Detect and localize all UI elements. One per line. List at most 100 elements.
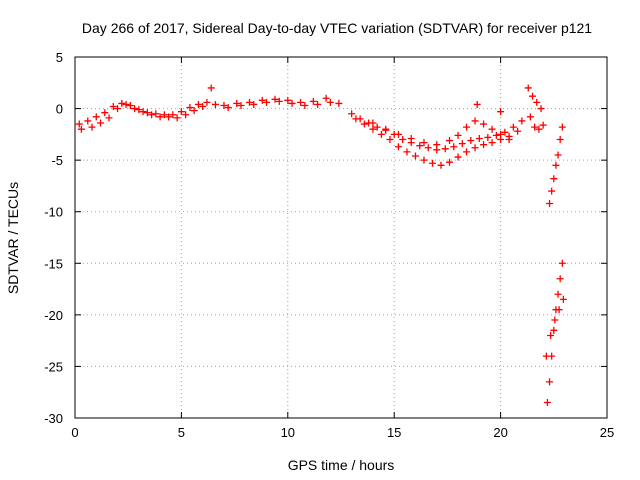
data-point bbox=[531, 123, 539, 131]
data-point bbox=[88, 123, 96, 131]
data-point bbox=[194, 100, 202, 108]
data-point bbox=[369, 125, 377, 133]
data-point bbox=[416, 142, 424, 150]
data-point bbox=[533, 98, 541, 106]
data-point bbox=[309, 97, 317, 105]
data-point bbox=[382, 125, 390, 133]
data-point bbox=[492, 131, 500, 139]
data-point bbox=[484, 133, 492, 141]
x-axis-title: GPS time / hours bbox=[288, 457, 395, 473]
data-point bbox=[199, 103, 207, 111]
data-point bbox=[301, 101, 309, 109]
data-point bbox=[101, 109, 109, 117]
data-point bbox=[165, 113, 173, 121]
data-point bbox=[446, 158, 454, 166]
data-point bbox=[394, 143, 402, 151]
data-point bbox=[420, 139, 428, 147]
data-point bbox=[220, 101, 228, 109]
data-point bbox=[471, 144, 479, 152]
data-point bbox=[335, 99, 343, 107]
data-point bbox=[542, 352, 550, 360]
data-point bbox=[237, 101, 245, 109]
data-point bbox=[539, 121, 547, 129]
data-point bbox=[446, 137, 454, 145]
series-rise_segment bbox=[524, 84, 545, 113]
data-point bbox=[207, 84, 215, 92]
data-point bbox=[551, 316, 559, 324]
data-point bbox=[314, 100, 322, 108]
y-axis-title: SDTVAR / TECUs bbox=[5, 182, 21, 294]
data-point bbox=[463, 123, 471, 131]
data-point bbox=[480, 120, 488, 128]
series-track_c bbox=[369, 117, 513, 149]
data-point bbox=[348, 110, 356, 118]
data-point bbox=[126, 101, 134, 109]
data-point bbox=[122, 100, 130, 108]
data-point bbox=[135, 106, 143, 114]
data-point bbox=[263, 98, 271, 106]
data-point bbox=[403, 148, 411, 156]
data-point bbox=[297, 98, 305, 106]
data-point bbox=[224, 104, 232, 112]
data-point bbox=[454, 153, 462, 161]
data-point bbox=[548, 187, 556, 195]
data-point bbox=[473, 100, 481, 108]
data-point bbox=[488, 139, 496, 147]
data-point bbox=[558, 259, 566, 267]
data-point bbox=[555, 306, 563, 314]
data-point bbox=[554, 151, 562, 159]
data-point bbox=[475, 134, 483, 142]
series-steep_descent_c bbox=[542, 295, 567, 360]
data-point bbox=[245, 98, 253, 106]
data-point bbox=[143, 109, 151, 117]
data-point bbox=[550, 175, 558, 183]
data-point bbox=[360, 120, 368, 128]
data-point bbox=[386, 136, 394, 144]
data-point bbox=[554, 290, 562, 298]
data-point bbox=[271, 95, 279, 103]
data-point bbox=[118, 99, 126, 107]
data-point bbox=[92, 113, 100, 121]
data-point bbox=[558, 123, 566, 131]
data-point bbox=[394, 130, 402, 138]
data-point bbox=[173, 114, 181, 122]
data-point bbox=[454, 131, 462, 139]
data-point bbox=[505, 136, 513, 144]
data-point bbox=[433, 141, 441, 149]
series-isolated bbox=[207, 84, 547, 133]
plot-frame bbox=[74, 56, 608, 419]
data-point bbox=[211, 100, 219, 108]
data-point bbox=[514, 127, 522, 135]
data-point bbox=[169, 111, 177, 119]
data-point bbox=[177, 108, 185, 116]
data-point bbox=[467, 137, 475, 145]
x-tick-label: 10 bbox=[281, 425, 295, 440]
data-point bbox=[556, 136, 564, 144]
y-tick-label: -10 bbox=[44, 205, 63, 220]
y-tick-label: -15 bbox=[44, 256, 63, 271]
data-point bbox=[559, 295, 567, 303]
data-point bbox=[160, 111, 168, 119]
x-tick-label: 5 bbox=[178, 425, 185, 440]
data-point bbox=[441, 145, 449, 153]
data-point bbox=[131, 105, 139, 113]
data-marks bbox=[75, 84, 567, 407]
grid bbox=[75, 57, 607, 418]
data-point bbox=[399, 136, 407, 144]
data-point bbox=[97, 119, 105, 127]
data-point bbox=[369, 119, 377, 127]
data-point bbox=[458, 140, 466, 148]
data-point bbox=[322, 94, 330, 102]
data-point bbox=[524, 84, 532, 92]
data-point bbox=[429, 159, 437, 167]
y-tick-label: -25 bbox=[44, 359, 63, 374]
data-point bbox=[407, 134, 415, 142]
series-steep_descent_b bbox=[543, 259, 566, 407]
data-point bbox=[148, 111, 156, 119]
data-point bbox=[535, 125, 543, 133]
ticks: 0 5 10 15 20 25 5 0 -5 -10 -15 -20 -25 -30 bbox=[44, 50, 614, 440]
data-point bbox=[450, 143, 458, 151]
data-point bbox=[77, 125, 85, 133]
data-point bbox=[182, 111, 190, 119]
